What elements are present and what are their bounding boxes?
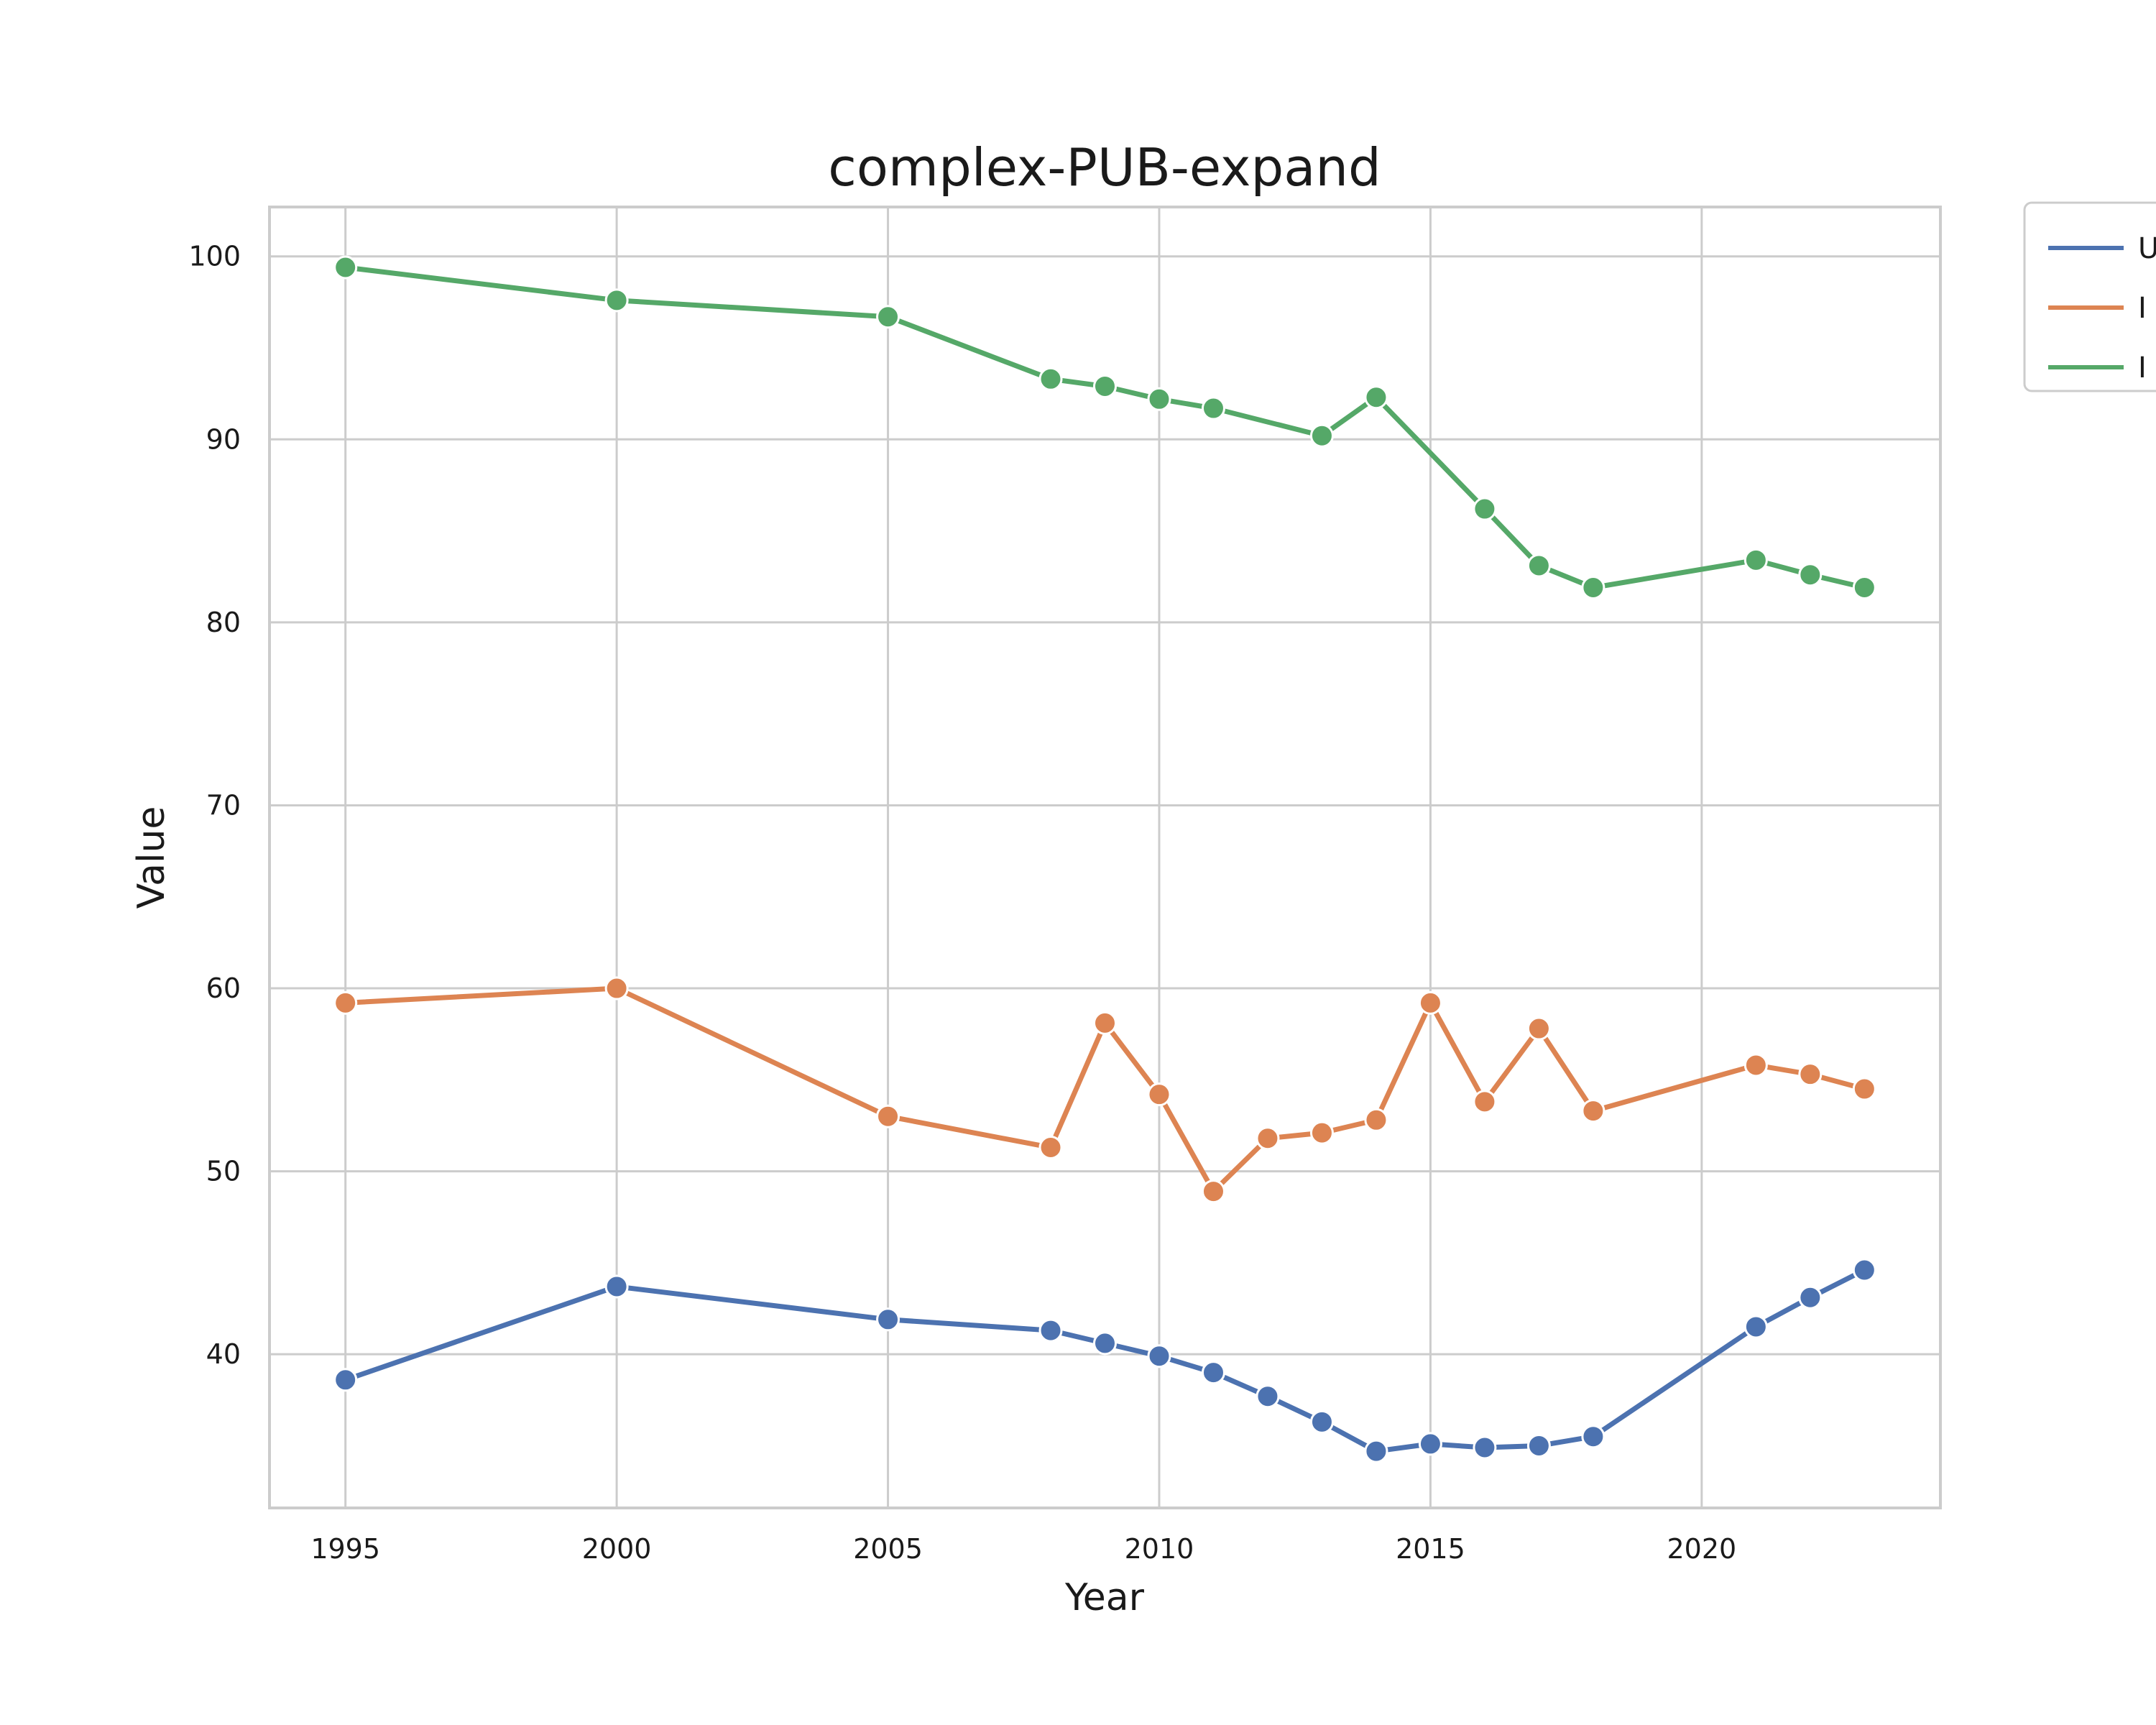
x-tick-label: 2005 [853,1533,923,1565]
data-point [333,255,358,280]
x-tick-label: 2000 [582,1533,652,1565]
x-axis-ticks: 1995 2000 2005 2010 2015 2020 [310,1533,1736,1565]
data-point [1473,1435,1497,1460]
data-point [1418,1432,1442,1456]
data-point [1309,1121,1334,1145]
data-point [1364,1439,1388,1463]
data-point [1147,387,1171,411]
data-point [1473,497,1497,521]
data-point [1852,1258,1876,1282]
legend-label: U [2138,232,2156,265]
data-point [604,1274,629,1299]
data-point [1798,1062,1823,1087]
data-point [1201,1179,1225,1204]
data-point [876,1307,900,1332]
legend: UII [2023,201,2156,392]
data-point [333,1368,358,1392]
x-tick-label: 2020 [1667,1533,1736,1565]
data-point [1526,1433,1551,1458]
data-point [1038,367,1063,391]
legend-entries: UII [2048,232,2156,385]
data-point [1364,1108,1388,1132]
data-point [1093,374,1117,398]
x-tick-label: 2015 [1396,1533,1465,1565]
x-axis-label: Year [1064,1576,1145,1619]
data-point [1526,1016,1551,1041]
series-2 [333,976,1876,1204]
data-point [1147,1082,1171,1107]
data-point [1581,576,1606,600]
legend-label: I [2138,292,2147,325]
data-point [1147,1344,1171,1368]
data-point [1418,990,1442,1015]
data-point [1526,553,1551,578]
plot-frame [268,206,1942,1509]
legend-label: I [2138,351,2147,385]
data-point [1093,1331,1117,1356]
data-point [1093,1011,1117,1035]
data-point [1581,1425,1606,1449]
data-point [1038,1318,1063,1343]
y-tick-label: 100 [188,241,241,272]
series-3 [333,255,1876,600]
y-tick-label: 90 [206,423,241,455]
y-axis-label: Value [130,806,173,909]
data-point [1038,1135,1063,1159]
x-tick-label: 2010 [1125,1533,1194,1565]
y-tick-label: 50 [206,1156,241,1187]
x-tick-label: 1995 [310,1533,380,1565]
data-point [604,288,629,313]
y-tick-label: 60 [206,972,241,1004]
series-1 [333,1258,1876,1463]
series-line [344,1267,1866,1454]
data-point [1256,1384,1280,1409]
legend-box [2023,201,2156,392]
series-layer [333,255,1876,1463]
grid [270,207,1940,1508]
data-point [1852,1077,1876,1101]
chart-title: complex-PUB-expand [828,137,1381,198]
data-point [1309,423,1334,448]
data-point [1743,548,1768,572]
data-point [1364,385,1388,410]
data-point [333,990,358,1015]
series-line [345,264,1866,591]
data-point [1798,563,1823,587]
data-point [1309,1409,1334,1434]
data-point [1743,1053,1768,1077]
y-tick-label: 80 [206,607,241,638]
data-point [876,1104,900,1128]
y-tick-label: 70 [206,789,241,821]
data-point [1256,1126,1280,1151]
data-point [1201,396,1225,420]
data-point [1743,1315,1768,1339]
y-axis-ticks: 40 50 60 70 80 90 100 [188,241,241,1370]
data-point [1798,1285,1823,1310]
data-point [1581,1099,1606,1123]
y-tick-label: 40 [206,1338,241,1370]
data-point [604,976,629,1000]
data-point [1201,1361,1225,1385]
data-point [876,305,900,329]
data-point [1473,1090,1497,1114]
data-point [1852,576,1876,600]
